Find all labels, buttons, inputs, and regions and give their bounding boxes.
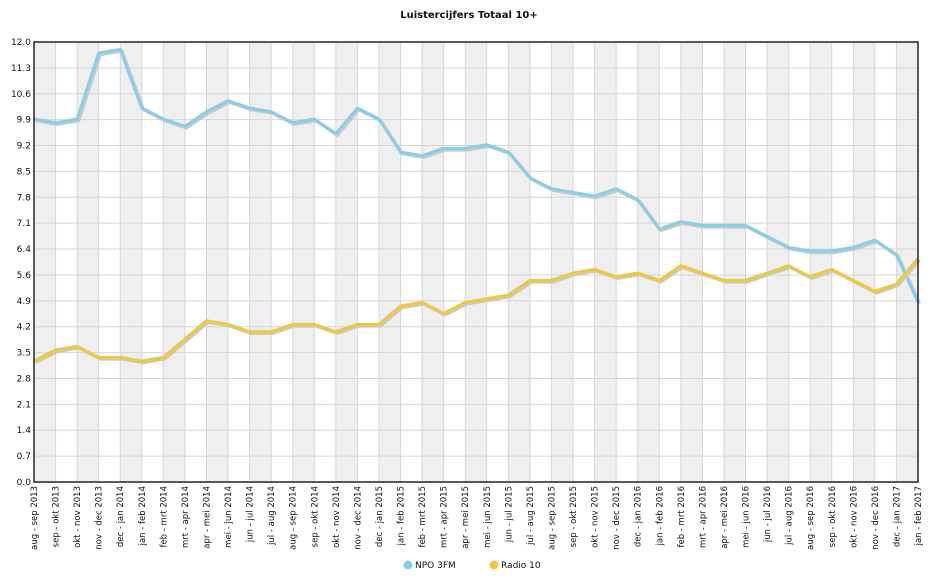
series-shadow	[34, 258, 921, 365]
x-tick-label: mei - jun 2015	[483, 486, 493, 548]
plot-band	[163, 42, 185, 482]
plot-band	[508, 42, 530, 482]
y-tick-label: 0.7	[17, 452, 31, 462]
plot-band	[810, 42, 832, 482]
legend: NPO 3FM Radio 10	[403, 560, 541, 571]
x-tick-label: nov - dec 2016	[871, 486, 881, 550]
plot-band	[896, 42, 918, 482]
y-tick-label: 5.6	[17, 271, 32, 281]
y-tick-label: 3.5	[17, 349, 31, 359]
plot-band	[378, 42, 401, 482]
plot-band	[335, 42, 358, 482]
x-tick-label: apr - mei 2015	[461, 486, 471, 549]
y-tick-label: 4.9	[17, 297, 32, 307]
x-tick-label: aug - sep 2015	[547, 486, 557, 550]
x-tick-label: jan - feb 2015	[397, 486, 407, 546]
plot-band	[422, 42, 444, 482]
legend-marker	[403, 560, 413, 570]
x-tick-label: jul - aug 2014	[267, 486, 277, 546]
x-tick-label: aug - sep 2016	[806, 486, 816, 550]
y-tick-label: 2.8	[17, 374, 32, 384]
legend-marker	[489, 560, 499, 570]
y-tick-label: 4.2	[17, 323, 31, 333]
x-tick-label: nov - dec 2013	[95, 486, 105, 550]
y-tick-label: 9.9	[17, 116, 32, 126]
y-tick-label: 2.1	[17, 400, 31, 410]
series-line	[33, 47, 920, 303]
x-tick-label: dec - jan 2016	[634, 486, 644, 547]
x-axis-ticks: aug - sep 2013 sep - okt 2013 okt - nov 20…	[30, 486, 924, 550]
x-tick-label: mei - jun 2014	[224, 486, 234, 548]
x-tick-label: jun - jul 2015	[504, 486, 514, 543]
x-tick-label: mrt - apr 2016	[698, 486, 708, 548]
x-tick-label: okt - nov 2013	[73, 486, 83, 548]
x-tick-label: apr - mei 2014	[202, 486, 212, 549]
x-tick-label: sep - okt 2016	[828, 486, 838, 547]
x-tick-label: mei - jun 2016	[742, 486, 752, 548]
x-tick-label: okt - nov 2014	[332, 486, 342, 548]
x-tick-label: dec - jan 2014	[116, 486, 126, 547]
plot-band	[465, 42, 487, 482]
y-tick-label: 9.2	[17, 142, 31, 152]
x-tick-label: mrt - apr 2015	[440, 486, 450, 548]
y-tick-label: 12.0	[11, 38, 31, 48]
plot-band	[34, 42, 56, 482]
plot-frame	[33, 41, 919, 483]
x-tick-label: okt - nov 2016	[849, 486, 859, 548]
y-tick-label: 11.3	[11, 64, 31, 74]
y-tick-label: 6.4	[17, 245, 32, 255]
x-tick-label: jun - jul 2016	[763, 486, 773, 543]
x-tick-label: jun - jul 2014	[246, 486, 256, 543]
x-tick-label: nov - dec 2015	[612, 486, 622, 550]
chart-title: Luistercijfers Totaal 10+	[400, 10, 538, 21]
plot-bands	[34, 42, 918, 482]
x-tick-label: feb - mrt 2014	[159, 486, 169, 548]
x-tick-label: aug - sep 2013	[30, 486, 40, 550]
series-line	[33, 257, 920, 363]
plot-band	[637, 42, 660, 482]
x-tick-label: sep - okt 2015	[569, 486, 579, 547]
plot-band	[723, 42, 746, 482]
series-lines	[33, 47, 922, 365]
legend-label: NPO 3FM	[415, 561, 456, 571]
x-tick-label: jul - aug 2015	[526, 486, 536, 546]
x-tick-label: jan - feb 2016	[655, 486, 665, 546]
plot-band	[551, 42, 574, 482]
x-tick-label: okt - nov 2015	[591, 486, 601, 548]
x-tick-label: jul - aug 2016	[785, 486, 795, 546]
y-tick-label: 0.0	[17, 478, 32, 488]
y-tick-label: 7.8	[17, 193, 32, 203]
y-tick-label: 1.4	[17, 426, 32, 436]
plot-band	[120, 42, 142, 482]
x-tick-label: jan - feb 2014	[138, 486, 148, 546]
x-tick-label: apr - mei 2016	[720, 486, 730, 549]
x-tick-label: feb - mrt 2015	[418, 486, 428, 548]
plot-band	[292, 42, 315, 482]
y-tick-label: 8.5	[17, 167, 31, 177]
plot-band	[680, 42, 703, 482]
x-tick-label: sep - okt 2014	[310, 486, 320, 547]
x-tick-label: aug - sep 2014	[289, 486, 299, 550]
plot-band	[594, 42, 617, 482]
y-axis-ticks: 0.0 0.7 1.4 2.1 2.8 3.5 4.2 4.9 5.6 6.4 7.1 7.8 8.5 9…	[11, 38, 31, 488]
grid-lines	[33, 41, 919, 483]
x-tick-label: feb - mrt 2016	[677, 486, 687, 548]
y-tick-label: 10.6	[11, 90, 31, 100]
plot-band	[249, 42, 272, 482]
x-tick-label: dec - jan 2017	[892, 486, 902, 547]
plot-band	[853, 42, 875, 482]
legend-label: Radio 10	[501, 561, 541, 571]
plot-band	[206, 42, 229, 482]
plot-band	[767, 42, 789, 482]
x-tick-label: mrt - apr 2014	[181, 486, 191, 548]
plot-band	[77, 42, 99, 482]
x-tick-label: dec - jan 2015	[375, 486, 385, 547]
x-tick-label: nov - dec 2014	[353, 486, 363, 550]
y-tick-label: 7.1	[17, 219, 31, 229]
x-tick-label: sep - okt 2013	[52, 486, 62, 547]
x-tick-label: jan - feb 2017	[914, 486, 924, 546]
